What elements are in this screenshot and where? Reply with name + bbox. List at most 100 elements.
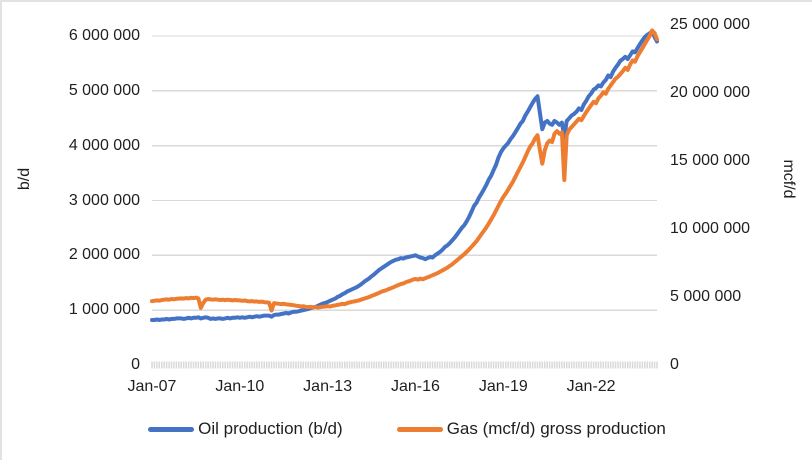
- oil-series-line: [150, 29, 659, 322]
- x-axis-minor-tick: [514, 361, 517, 369]
- x-axis-minor-tick: [583, 361, 585, 369]
- x-axis-minor-tick: [163, 361, 165, 369]
- x-axis-minor-tick: [578, 361, 580, 369]
- x-axis-minor-tick: [563, 361, 566, 369]
- x-axis-minor-tick: [570, 361, 573, 369]
- x-axis-minor-tick: [436, 361, 439, 369]
- x-axis-minor-tick: [336, 361, 339, 369]
- x-axis-minor-tick: [607, 361, 609, 369]
- x-axis-minor-tick: [587, 361, 590, 369]
- x-axis-minor-tick: [258, 361, 261, 369]
- x-axis-minor-tick: [180, 361, 183, 369]
- x-axis-minor-tick: [317, 361, 319, 369]
- x-axis-tick-label: Jan-10: [215, 378, 265, 395]
- x-axis-minor-tick: [561, 361, 563, 369]
- x-axis-minor-tick: [468, 361, 470, 369]
- x-axis-minor-tick: [290, 361, 292, 369]
- x-axis-minor-tick: [192, 361, 195, 369]
- x-axis-minor-tick: [522, 361, 524, 369]
- x-axis-minor-tick: [222, 361, 224, 369]
- x-axis-minor-tick: [512, 361, 514, 369]
- x-axis-minor-tick: [282, 361, 285, 369]
- x-axis-minor-tick: [519, 361, 522, 369]
- x-axis-minor-tick: [234, 361, 236, 369]
- left-axis-tick-label: 5 000 000: [68, 81, 140, 99]
- x-axis-minor-tick: [370, 361, 373, 369]
- x-axis-minor-tick: [407, 361, 409, 369]
- x-axis-minor-tick: [568, 361, 570, 369]
- x-axis-minor-tick: [404, 361, 407, 369]
- x-axis-minor-tick: [548, 361, 551, 369]
- x-axis-minor-tick: [390, 361, 392, 369]
- x-axis-minor-tick: [453, 361, 456, 369]
- x-axis-minor-tick: [429, 361, 431, 369]
- x-axis-minor-tick: [456, 361, 458, 369]
- x-axis-minor-tick: [353, 361, 356, 369]
- x-axis-minor-tick: [358, 361, 361, 369]
- x-axis-minor-tick: [402, 361, 405, 369]
- x-axis-minor-tick: [622, 361, 624, 369]
- x-axis-minor-tick: [612, 361, 614, 369]
- left-axis-tick-label: 0: [131, 356, 140, 373]
- right-axis-tick-label: 15 000 000: [670, 152, 751, 169]
- x-axis-minor-tick: [461, 361, 463, 369]
- x-axis-minor-tick: [475, 361, 478, 369]
- x-axis-minor-tick: [565, 361, 568, 369]
- x-axis-minor-tick: [256, 361, 258, 369]
- x-axis-minor-tick: [395, 361, 397, 369]
- x-axis-minor-tick: [197, 361, 200, 369]
- x-axis-minor-tick: [236, 361, 239, 369]
- x-axis-minor-tick: [326, 361, 329, 369]
- x-axis-minor-tick: [351, 361, 353, 369]
- x-axis-minor-tick: [487, 361, 490, 369]
- gas-legend-label: Gas (mcf/d) gross production: [446, 419, 666, 438]
- x-axis-tick-label: Jan-19: [478, 378, 528, 395]
- x-axis-minor-tick: [509, 361, 512, 369]
- x-axis-minor-tick: [304, 361, 307, 369]
- x-axis-minor-tick: [185, 361, 187, 369]
- x-axis-minor-tick: [626, 361, 629, 369]
- x-axis-minor-tick: [219, 361, 222, 369]
- x-axis-minor-tick: [212, 361, 214, 369]
- x-axis-minor-tick: [507, 361, 509, 369]
- x-axis-minor-tick: [270, 361, 273, 369]
- x-axis-minor-tick: [385, 361, 387, 369]
- x-axis-minor-tick: [182, 361, 185, 369]
- x-axis-minor-tick: [502, 361, 505, 369]
- x-axis-minor-tick: [368, 361, 370, 369]
- x-axis-minor-tick: [624, 361, 627, 369]
- x-axis-minor-tick: [156, 361, 158, 369]
- x-axis-minor-tick: [378, 361, 380, 369]
- left-axis-tick-label: 4 000 000: [68, 136, 140, 154]
- x-axis-minor-tick: [480, 361, 483, 369]
- x-axis-minor-tick: [483, 361, 485, 369]
- x-axis-minor-tick: [387, 361, 390, 369]
- x-axis-minor-tick: [273, 361, 275, 369]
- x-axis-minor-tick: [444, 361, 446, 369]
- x-axis-minor-tick: [373, 361, 375, 369]
- x-axis-minor-tick: [473, 361, 475, 369]
- oil-legend-swatch-icon: [148, 426, 195, 432]
- x-axis-minor-tick: [392, 361, 395, 369]
- x-axis-minor-tick: [341, 361, 344, 369]
- gridlines: [152, 35, 657, 311]
- x-axis-minor-tick: [231, 361, 234, 369]
- x-axis-tick-label: Jan-07: [127, 378, 177, 395]
- x-axis-minor-tick: [495, 361, 497, 369]
- x-axis-minor-tick: [492, 361, 495, 369]
- right-axis-tick-label: 0: [670, 356, 679, 373]
- right-axis-tick-label: 5 000 000: [670, 288, 742, 305]
- x-axis-minor-tick: [441, 361, 444, 369]
- x-axis-minor-tick: [361, 361, 363, 369]
- x-axis-minor-tick: [261, 361, 263, 369]
- x-axis-minor-tick: [209, 361, 212, 369]
- x-axis-minor-tick: [173, 361, 175, 369]
- x-axis-minor-tick: [614, 361, 617, 369]
- x-axis-minor-tick: [497, 361, 500, 369]
- x-axis-minor-tick: [400, 361, 402, 369]
- x-axis-minor-tick: [534, 361, 536, 369]
- x-axis-minor-tick: [636, 361, 639, 369]
- x-axis-minor-tick: [651, 361, 653, 369]
- x-axis-minor-tick: [204, 361, 207, 369]
